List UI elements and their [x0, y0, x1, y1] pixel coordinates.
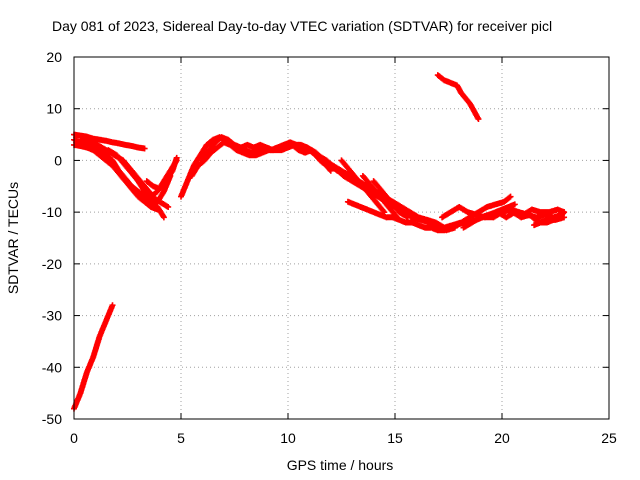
tick-labels: 0 5 10 15 20 25 20 10 0 -10 -20 -30 -40 -50 — [42, 49, 617, 446]
y-tick-label: -50 — [42, 411, 62, 427]
series-track-1 — [71, 302, 116, 412]
series-markers — [359, 172, 401, 221]
x-axis-title: GPS time / hours — [287, 457, 394, 473]
x-tick-label: 25 — [601, 430, 617, 446]
y-tick-label: 10 — [46, 101, 62, 117]
y-tick-label: -10 — [42, 204, 62, 220]
series-track-8 — [143, 154, 180, 192]
y-tick-label: -40 — [42, 359, 62, 375]
y-tick-label: 0 — [54, 152, 62, 168]
x-tick-label: 0 — [70, 430, 78, 446]
y-axis-title: SDTVAR / TECUs — [5, 182, 21, 294]
series-track-16 — [359, 172, 401, 221]
series-track-15 — [338, 157, 388, 216]
series-markers — [143, 154, 180, 192]
series-track-22 — [434, 72, 482, 123]
series-track-17 — [370, 178, 411, 221]
plot-frame — [73, 56, 610, 420]
x-tick-label: 5 — [177, 430, 185, 446]
series-markers — [434, 72, 482, 123]
x-tick-label: 15 — [387, 430, 403, 446]
series-markers — [71, 302, 116, 412]
chart-title: Day 081 of 2023, Sidereal Day-to-day VTE… — [52, 18, 552, 34]
y-tick-label: 20 — [46, 49, 62, 65]
x-tick-label: 20 — [494, 430, 510, 446]
axes — [73, 56, 610, 420]
series-markers — [531, 209, 568, 229]
data-series — [71, 72, 568, 412]
series-markers — [338, 157, 388, 216]
y-tick-label: -20 — [42, 256, 62, 272]
series-markers — [370, 178, 411, 221]
grid-lines — [74, 57, 609, 419]
y-tick-label: -30 — [42, 308, 62, 324]
x-tick-label: 10 — [280, 430, 296, 446]
series-track-21 — [531, 209, 568, 229]
